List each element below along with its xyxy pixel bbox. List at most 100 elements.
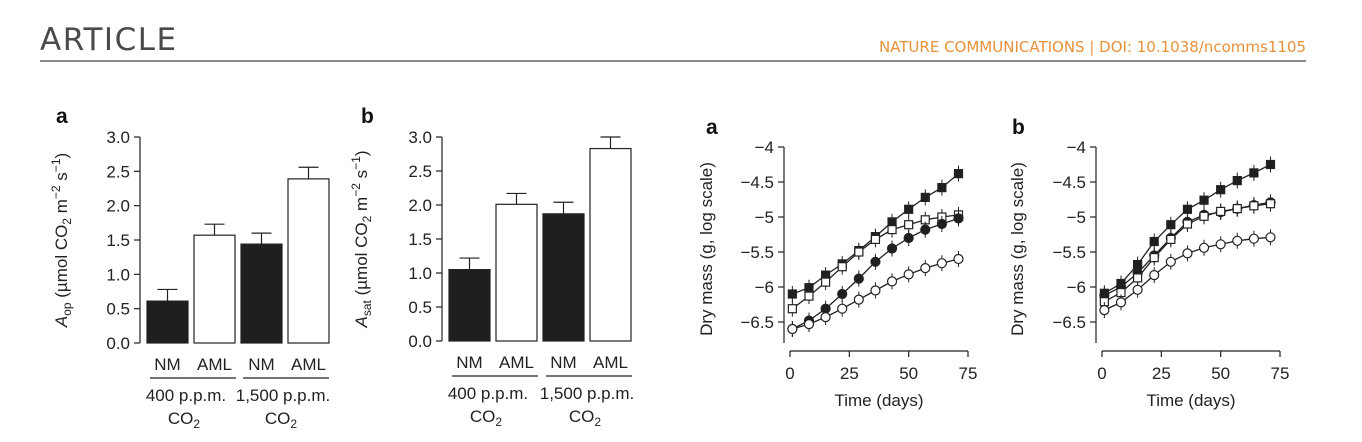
- data-point: [853, 294, 864, 305]
- x-axis-label: Time (days): [834, 391, 923, 410]
- y-tick-label: 0.5: [408, 298, 432, 317]
- data-point: [820, 312, 831, 323]
- data-point: [920, 224, 931, 235]
- data-point: [787, 289, 797, 299]
- bar: [448, 269, 491, 342]
- x-category-label: AML: [499, 353, 534, 372]
- bar: [240, 243, 283, 344]
- y-tick-label: −4.5: [740, 173, 774, 192]
- bar: [193, 234, 236, 344]
- x-tick-label: 25: [1152, 364, 1171, 383]
- data-point: [1249, 201, 1259, 211]
- bar: [542, 213, 585, 342]
- x-category-label: NM: [550, 353, 576, 372]
- article-label: ARTICLE: [40, 22, 178, 58]
- data-point: [1166, 234, 1176, 244]
- group-label-line2: CO2: [168, 409, 201, 431]
- y-tick-label: 3.0: [106, 128, 130, 147]
- group-label-line1: 1,500 p.p.m.: [540, 384, 635, 403]
- series-open-circle: [787, 251, 964, 337]
- line-chart-b: b −4 −4.5 −5 −5.5 −6 −6.5 0 25 50 75 Time (days) Dry…: [1008, 116, 1289, 410]
- x-category-label: AML: [593, 353, 628, 372]
- data-point: [887, 225, 897, 235]
- data-point: [1166, 220, 1176, 230]
- y-axis-label: Aop (µmol CO2 m−2 s−1): [49, 153, 74, 328]
- data-point: [1232, 235, 1243, 246]
- data-point: [1099, 305, 1110, 316]
- y-tick-label: −6: [1067, 278, 1086, 297]
- data-point: [903, 269, 914, 280]
- bar: [589, 147, 632, 342]
- group-label-line2: CO2: [470, 407, 503, 429]
- y-tick-label: −6: [755, 278, 774, 297]
- x-category-label: NM: [456, 353, 482, 372]
- series-open-square: [1099, 195, 1276, 310]
- data-point: [1199, 211, 1209, 221]
- y-tick-label: 1.5: [408, 230, 432, 249]
- bar: [146, 300, 189, 344]
- y-tick-label: 1.0: [408, 264, 432, 283]
- data-point: [1216, 206, 1226, 216]
- data-point: [1182, 248, 1193, 259]
- data-point: [1232, 204, 1242, 214]
- data-point: [904, 204, 914, 214]
- data-point: [787, 323, 798, 335]
- data-point: [837, 288, 848, 300]
- data-point: [1265, 232, 1276, 243]
- data-point: [953, 253, 964, 265]
- y-tick-label: −4: [1067, 138, 1086, 157]
- data-point: [1182, 219, 1193, 229]
- data-point: [820, 277, 831, 287]
- y-axis-label: Asat (µmol CO2 m−2 s−1): [349, 150, 374, 328]
- y-tick-label: −5: [755, 208, 774, 227]
- data-point: [953, 213, 964, 224]
- data-point: [1249, 168, 1259, 178]
- data-point: [936, 258, 947, 269]
- y-tick-label: 2.0: [408, 196, 432, 215]
- data-point: [803, 319, 815, 330]
- bar-chart-b: b 0.0 0.5 1.0 1.5 2.0 2.5 3.0 Asat (µmol CO2 m−2…: [349, 105, 634, 429]
- panel-label: a: [56, 105, 68, 128]
- y-tick-label: −5.5: [740, 243, 774, 262]
- x-tick-label: 75: [959, 364, 978, 383]
- group-label-line1: 400 p.p.m.: [146, 386, 226, 405]
- data-point: [1149, 236, 1159, 247]
- x-tick-label: 0: [785, 364, 794, 383]
- data-point: [1265, 199, 1276, 209]
- panel-label: b: [1012, 116, 1025, 139]
- data-point: [1165, 256, 1176, 267]
- data-point: [1248, 233, 1259, 244]
- group-label-line2: CO2: [265, 409, 298, 431]
- bar-chart-a: a 0.0 0.5 1.0 1.5 2.0 2.5 3.0 Aop (µmol CO2 m−2 …: [49, 105, 330, 431]
- data-point: [854, 247, 864, 257]
- data-point: [886, 243, 898, 254]
- data-point: [953, 169, 964, 179]
- data-point: [853, 273, 864, 284]
- y-tick-label: −4: [755, 138, 774, 157]
- y-tick-label: 1.5: [106, 231, 130, 250]
- data-point: [920, 263, 931, 274]
- data-point: [870, 256, 881, 267]
- y-tick-label: 1.0: [106, 265, 130, 284]
- data-point: [870, 234, 881, 244]
- y-axis-label: Dry mass (g, log scale): [1008, 162, 1027, 336]
- y-tick-label: −6.5: [740, 313, 774, 332]
- data-point: [886, 276, 898, 287]
- data-point: [1199, 195, 1209, 205]
- data-point: [787, 304, 797, 314]
- header-divider: [40, 60, 1306, 62]
- group-label-line1: 1,500 p.p.m.: [236, 386, 331, 405]
- data-point: [937, 183, 947, 193]
- x-tick-label: 0: [1097, 364, 1106, 383]
- group-label-line2: CO2: [569, 407, 602, 429]
- data-point: [1265, 159, 1276, 170]
- x-category-label: NM: [154, 355, 180, 374]
- data-point: [920, 192, 930, 202]
- y-tick-label: 0.0: [106, 334, 130, 353]
- panel-label: b: [361, 105, 374, 128]
- line-chart-a: a −4 −4.5 −5 −5.5 −6 −6.5 0 25 50 75 Time (days) Dry…: [697, 116, 977, 410]
- journal-doi: NATURE COMMUNICATIONS | DOI: 10.1038/nco…: [878, 38, 1306, 56]
- data-point: [870, 285, 881, 296]
- data-point: [1149, 253, 1159, 263]
